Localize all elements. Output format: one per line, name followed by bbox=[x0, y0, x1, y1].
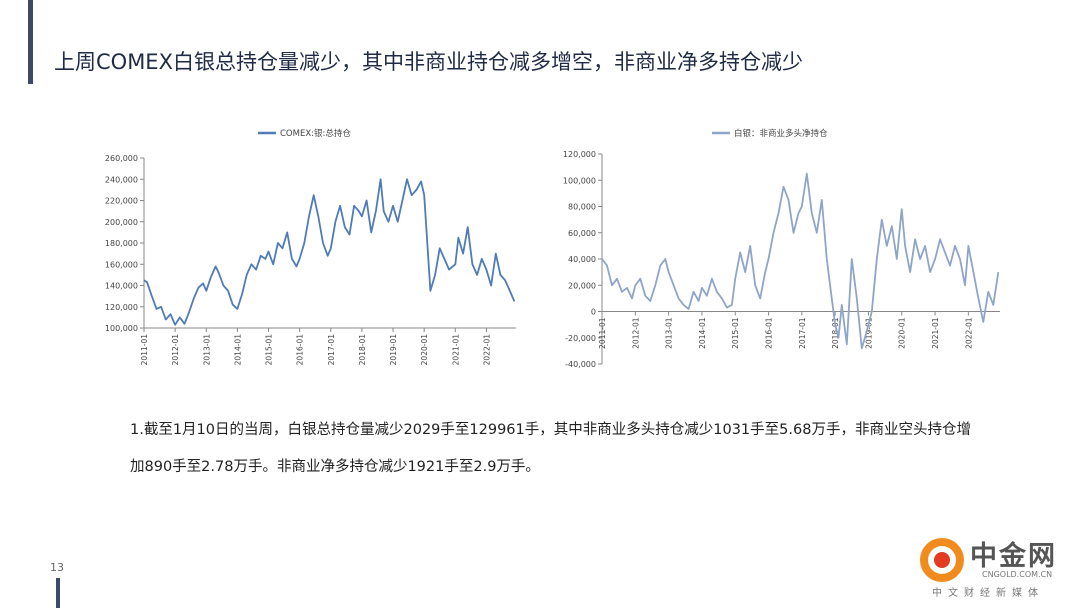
chart0-x-tick-label: 2011-01 bbox=[140, 334, 149, 366]
page-title: 上周COMEX白银总持仓量减少，其中非商业持仓减多增空，非商业净多持仓减少 bbox=[54, 50, 803, 74]
chart1-y-tick-label: 120,000 bbox=[563, 150, 596, 159]
chart1-y-tick-label: -20,000 bbox=[565, 334, 596, 343]
cngold-logo: 中金网 CNGOLD.COM.CN 中文财经新媒体 bbox=[912, 532, 1072, 602]
chart0-y-tick-label: 120,000 bbox=[105, 303, 138, 312]
chart-total-open-interest: COMEX:银:总持仓 100,000 120,000 140,000 160,000 1… bbox=[105, 128, 516, 366]
chart-net-long-position: 白银：非商业多头净持仓 -40,000 -20,000 0 20,000 40,000 60… bbox=[563, 128, 1000, 369]
chart0-x-tick-label: 2012-01 bbox=[171, 334, 180, 366]
footer-accent-bar bbox=[56, 578, 60, 608]
chart1-x-tick-label: 2022-01 bbox=[964, 317, 973, 349]
chart1-y-tick-label: 60,000 bbox=[568, 229, 596, 238]
summary-line-1: 1.截至1月10日的当周，白银总持仓量减少2029手至129961手，其中非商业… bbox=[130, 422, 971, 438]
logo-url-text: CNGOLD.COM.CN bbox=[982, 570, 1053, 579]
chart0-series-line bbox=[143, 178, 516, 326]
page-number: 13 bbox=[50, 561, 64, 574]
chart0-y-tick-label: 100,000 bbox=[105, 324, 138, 333]
chart0-x-tick-label: 2018-01 bbox=[358, 334, 367, 366]
chart0-x-tick-label: 2016-01 bbox=[296, 334, 305, 366]
chart1-y-tick-label: 40,000 bbox=[568, 255, 596, 264]
chart0-y-tick-label: 220,000 bbox=[105, 197, 138, 206]
chart1-x-tick-label: 2016-01 bbox=[765, 317, 774, 349]
chart0-y-tick-label: 140,000 bbox=[105, 282, 138, 291]
logo-brand-text: 中金网 bbox=[970, 541, 1057, 572]
chart1-y-tick-label: 20,000 bbox=[568, 281, 596, 290]
summary-paragraph: 1.截至1月10日的当周，白银总持仓量减少2029手至129961手，其中非商业… bbox=[130, 412, 1040, 486]
chart0-legend-label: COMEX:银:总持仓 bbox=[280, 128, 351, 139]
chart0-x-tick-label: 2017-01 bbox=[327, 334, 336, 366]
chart1-x-tick-label: 2011-01 bbox=[598, 317, 607, 349]
logo-emblem-icon bbox=[920, 538, 964, 582]
chart0-x-tick-label: 2022-01 bbox=[482, 334, 491, 366]
chart0-y-tick-label: 160,000 bbox=[105, 260, 138, 269]
chart1-y-tick-label: 80,000 bbox=[568, 203, 596, 212]
chart1-x-tick-label: 2017-01 bbox=[798, 317, 807, 349]
chart1-series-line bbox=[601, 172, 1000, 350]
chart0-y-tick-label: 180,000 bbox=[105, 239, 138, 248]
chart0-y-tick-label: 260,000 bbox=[105, 154, 138, 163]
chart1-x-tick-label: 2019-01 bbox=[864, 317, 873, 349]
chart0-y-tick-label: 200,000 bbox=[105, 218, 138, 227]
chart0-x-tick-label: 2014-01 bbox=[233, 334, 242, 366]
chart1-y-tick-label: 100,000 bbox=[563, 176, 596, 185]
chart1-legend-label: 白银：非商业多头净持仓 bbox=[734, 128, 828, 139]
chart0-y-tick-label: 240,000 bbox=[105, 175, 138, 184]
chart1-x-tick-label: 2018-01 bbox=[831, 317, 840, 349]
chart1-y-tick-label: 0 bbox=[591, 308, 596, 317]
chart1-x-tick-label: 2013-01 bbox=[665, 317, 674, 349]
chart1-x-tick-label: 2012-01 bbox=[631, 317, 640, 349]
chart0-x-tick-label: 2020-01 bbox=[420, 334, 429, 366]
chart1-x-tick-label: 2021-01 bbox=[931, 317, 940, 349]
logo-subtitle-text: 中文财经新媒体 bbox=[932, 588, 1044, 599]
summary-line-2: 加890手至2.78万手。非商业净多持仓减少1921手至2.9万手。 bbox=[130, 459, 540, 475]
chart0-x-tick-label: 2019-01 bbox=[389, 334, 398, 366]
chart1-y-tick-label: -40,000 bbox=[565, 360, 596, 369]
title-accent-bar bbox=[28, 0, 33, 84]
chart0-x-tick-label: 2013-01 bbox=[202, 334, 211, 366]
chart1-x-tick-label: 2020-01 bbox=[898, 317, 907, 349]
chart1-x-tick-label: 2014-01 bbox=[698, 317, 707, 349]
chart1-x-tick-label: 2015-01 bbox=[731, 317, 740, 349]
chart0-x-tick-label: 2021-01 bbox=[451, 334, 460, 366]
chart0-x-tick-label: 2015-01 bbox=[265, 334, 274, 366]
